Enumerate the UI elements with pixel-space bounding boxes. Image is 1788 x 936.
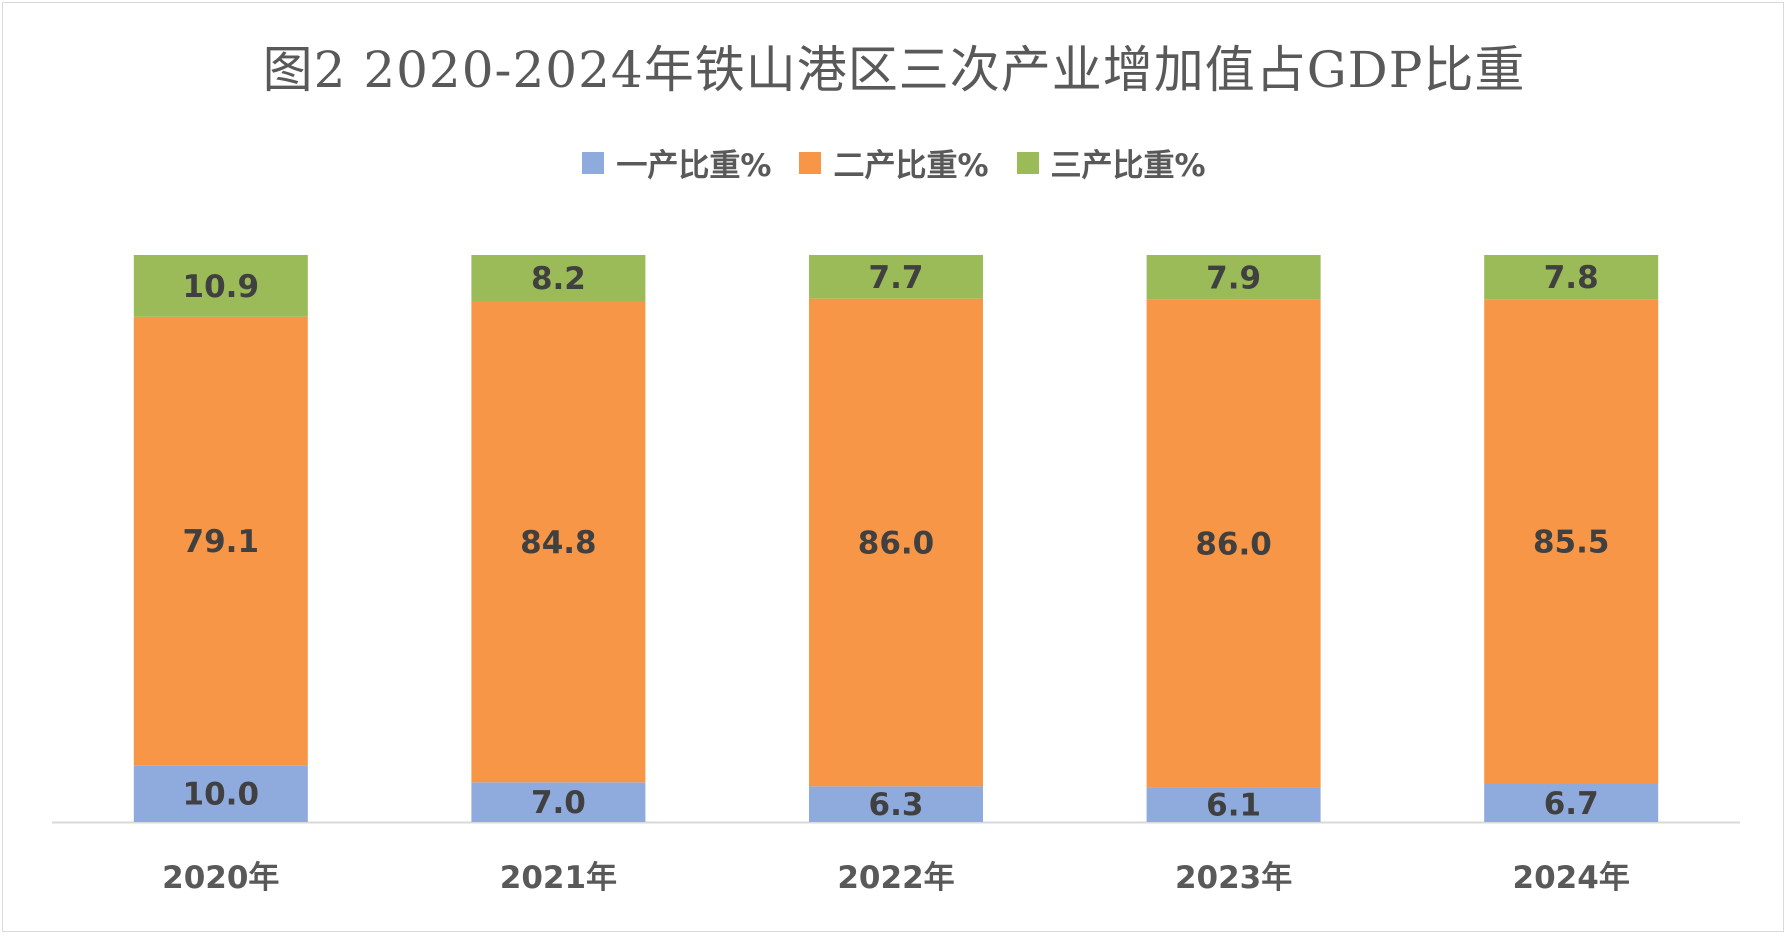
data-label-series-3-4: 7.9: [1206, 260, 1261, 296]
legend-item-series-1: 一产比重%: [582, 140, 771, 185]
bar-segment-series-3-5: [1484, 255, 1659, 300]
legend-item-series-3: 三产比重%: [1016, 140, 1206, 185]
bar-segment-series-2-2: [471, 301, 646, 783]
legend-label-series-2: 二产比重%: [833, 148, 989, 184]
x-tick-label-3: 2022年: [837, 860, 954, 896]
legend-swatch-series-1: [582, 151, 605, 174]
data-label-series-3-1: 10.9: [183, 269, 260, 305]
x-tick-label-1: 2020年: [162, 860, 279, 896]
data-label-series-2-2: 84.8: [520, 525, 597, 561]
bar-segment-series-2-1: [133, 316, 308, 766]
data-label-series-3-2: 8.2: [531, 261, 586, 297]
bar-segment-series-3-1: [133, 255, 308, 317]
data-label-series-3-3: 7.7: [869, 260, 924, 296]
legend-swatch-series-2: [799, 151, 822, 174]
legend-item-series-2: 二产比重%: [799, 140, 989, 185]
data-label-series-3-5: 7.8: [1544, 260, 1599, 296]
legend-label-series-1: 一产比重%: [616, 148, 772, 184]
data-label-series-2-1: 79.1: [183, 524, 260, 560]
legend: 一产比重% 二产比重% 三产比重%: [0, 140, 1788, 185]
data-label-series-1-2: 7.0: [531, 785, 586, 821]
bar-segment-series-2-4: [1146, 299, 1321, 788]
bar-segment-series-2-3: [809, 298, 983, 787]
bar-segment-series-3-4: [1146, 255, 1321, 300]
data-label-series-2-5: 85.5: [1533, 525, 1610, 561]
data-label-series-1-4: 6.1: [1206, 788, 1261, 824]
chart-title: 图2 2020-2024年铁山港区三次产业增加值占GDP比重: [262, 41, 1526, 99]
bar-segment-series-1-1: [133, 765, 308, 822]
x-tick-label-5: 2024年: [1513, 860, 1630, 896]
data-label-series-2-3: 86.0: [858, 525, 935, 561]
bar-segment-series-1-2: [471, 782, 646, 822]
bar-segment-series-1-4: [1146, 787, 1321, 822]
bar-segment-series-2-5: [1484, 299, 1659, 785]
x-tick-label-2: 2021年: [500, 860, 617, 896]
data-label-series-1-5: 6.7: [1544, 786, 1599, 822]
x-tick-label-4: 2023年: [1175, 860, 1292, 896]
bar-segment-series-3-2: [471, 255, 646, 302]
bar-segment-series-3-3: [809, 255, 983, 299]
bar-segment-series-1-3: [809, 786, 983, 822]
legend-label-series-3: 三产比重%: [1050, 148, 1206, 184]
bar-segment-series-1-5: [1484, 784, 1659, 822]
data-label-series-2-4: 86.0: [1195, 527, 1272, 563]
data-label-series-1-3: 6.3: [869, 787, 924, 823]
legend-swatch-series-3: [1016, 151, 1039, 174]
data-label-series-1-1: 10.0: [183, 777, 260, 813]
